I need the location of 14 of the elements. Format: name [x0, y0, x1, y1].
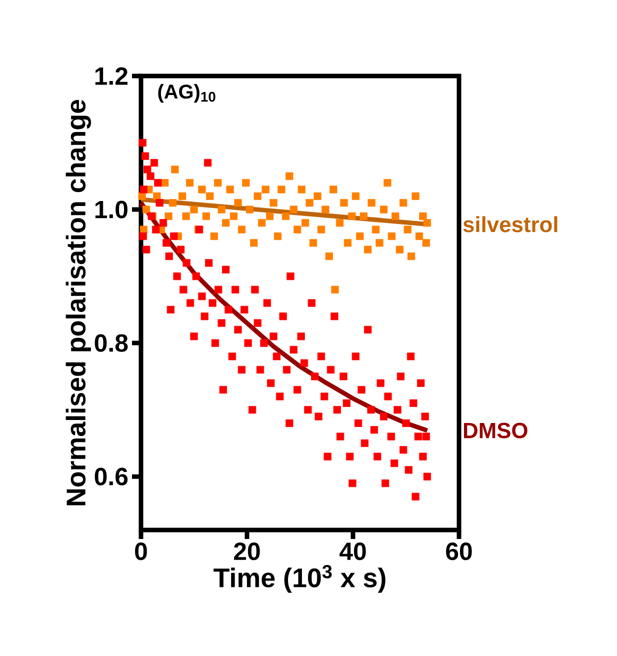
y-tick-label: 0.6: [94, 468, 128, 486]
series-label: silvestrol: [463, 216, 558, 232]
line-series: [138, 200, 430, 433]
x-tick-label: 20: [234, 542, 260, 560]
x-tick-label: 40: [340, 542, 366, 560]
x-tick-label: 0: [135, 542, 147, 560]
series-label: DMSO: [464, 422, 528, 438]
x-axis-title: Time (10$^{3}$ x s): [214, 565, 386, 593]
annotation: (AG)$_{10}$: [158, 84, 216, 103]
y-tick-label: 1.2: [95, 67, 128, 85]
y-axis-title: Normalised polarisation change: [66, 100, 92, 506]
x-tick-label: 60: [446, 542, 472, 560]
y-tick-label: 0.8: [94, 334, 128, 352]
y-tick-label: 1.0: [95, 200, 128, 218]
